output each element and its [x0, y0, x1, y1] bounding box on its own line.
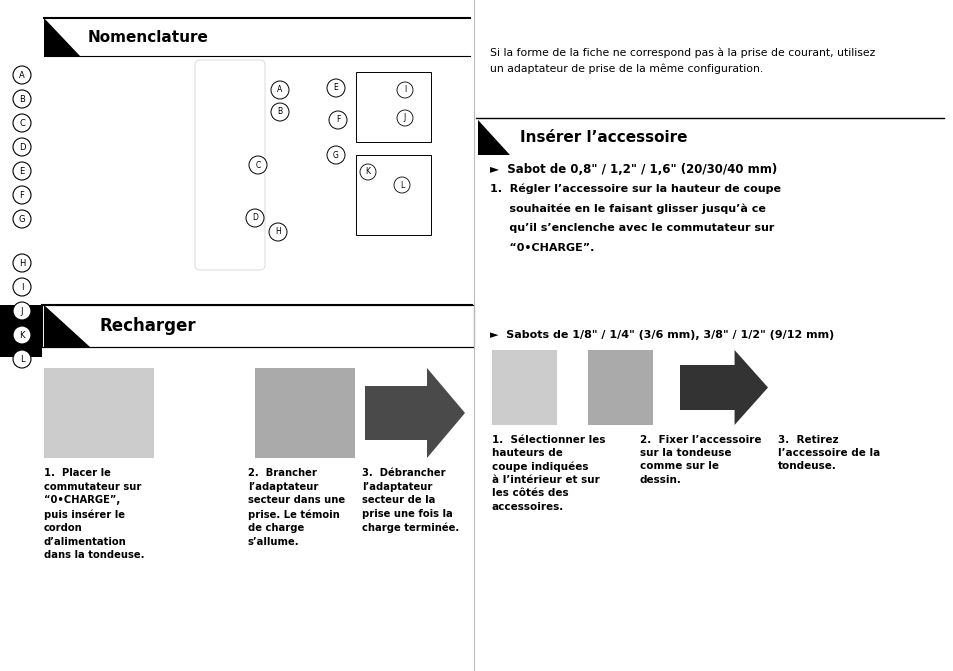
Text: I: I	[403, 85, 406, 95]
Text: E: E	[19, 166, 25, 176]
FancyBboxPatch shape	[492, 350, 557, 425]
Text: Insérer l’accessoire: Insérer l’accessoire	[519, 130, 687, 145]
Text: D: D	[252, 213, 257, 223]
Polygon shape	[365, 368, 464, 458]
Text: A: A	[19, 70, 25, 79]
Text: Si la forme de la fiche ne correspond pas à la prise de courant, utilisez: Si la forme de la fiche ne correspond pa…	[490, 48, 875, 58]
Text: 1.  Placer le
commutateur sur
“0•CHARGE”,
puis insérer le
cordon
d’alimentation
: 1. Placer le commutateur sur “0•CHARGE”,…	[44, 468, 144, 560]
Circle shape	[13, 66, 30, 84]
FancyBboxPatch shape	[42, 305, 474, 347]
Text: J: J	[403, 113, 406, 123]
Circle shape	[327, 79, 345, 97]
Text: A: A	[277, 85, 282, 95]
Text: K: K	[19, 331, 25, 340]
Polygon shape	[44, 305, 90, 347]
Text: B: B	[277, 107, 282, 117]
Text: ►  Sabots de 1/8" / 1/4" (3/6 mm), 3/8" / 1/2" (9/12 mm): ► Sabots de 1/8" / 1/4" (3/6 mm), 3/8" /…	[490, 330, 833, 340]
Circle shape	[396, 82, 413, 98]
Circle shape	[246, 209, 264, 227]
Circle shape	[13, 162, 30, 180]
Text: H: H	[19, 258, 25, 268]
Circle shape	[13, 278, 30, 296]
Text: B: B	[19, 95, 25, 103]
FancyBboxPatch shape	[44, 368, 153, 458]
FancyBboxPatch shape	[194, 60, 265, 270]
Text: 1.  Sélectionner les
hauteurs de
coupe indiquées
à l’intérieur et sur
les côtés : 1. Sélectionner les hauteurs de coupe in…	[492, 435, 605, 512]
Text: K: K	[365, 168, 370, 176]
Text: H: H	[274, 227, 280, 236]
Text: ►  Sabot de 0,8" / 1,2" / 1,6" (20/30/40 mm): ► Sabot de 0,8" / 1,2" / 1,6" (20/30/40 …	[490, 163, 777, 176]
Text: Recharger: Recharger	[100, 317, 196, 335]
Text: 3.  Débrancher
l’adaptateur
secteur de la
prise une fois la
charge terminée.: 3. Débrancher l’adaptateur secteur de la…	[361, 468, 458, 533]
Circle shape	[13, 326, 30, 344]
Circle shape	[13, 254, 30, 272]
FancyBboxPatch shape	[254, 368, 355, 458]
Circle shape	[249, 156, 267, 174]
Circle shape	[13, 302, 30, 320]
Text: C: C	[19, 119, 25, 127]
Circle shape	[13, 114, 30, 132]
Text: L: L	[20, 354, 24, 364]
Circle shape	[13, 90, 30, 108]
Text: qu’il s’enclenche avec le commutateur sur: qu’il s’enclenche avec le commutateur su…	[490, 223, 774, 233]
Text: souhaitée en le faisant glisser jusqu’à ce: souhaitée en le faisant glisser jusqu’à …	[490, 203, 765, 213]
Text: 3.  Retirez
l’accessoire de la
tondeuse.: 3. Retirez l’accessoire de la tondeuse.	[778, 435, 880, 472]
Polygon shape	[679, 350, 767, 425]
Polygon shape	[477, 120, 510, 155]
FancyBboxPatch shape	[0, 305, 42, 357]
FancyBboxPatch shape	[355, 155, 431, 235]
Circle shape	[329, 111, 347, 129]
Circle shape	[13, 138, 30, 156]
Circle shape	[13, 350, 30, 368]
Text: G: G	[19, 215, 25, 223]
Text: C: C	[255, 160, 260, 170]
Circle shape	[359, 164, 375, 180]
Circle shape	[269, 223, 287, 241]
Text: L: L	[399, 180, 404, 189]
FancyBboxPatch shape	[355, 72, 431, 142]
Polygon shape	[44, 18, 80, 56]
Text: “0•CHARGE”.: “0•CHARGE”.	[490, 243, 594, 253]
Text: 2.  Fixer l’accessoire
sur la tondeuse
comme sur le
dessin.: 2. Fixer l’accessoire sur la tondeuse co…	[639, 435, 760, 484]
Text: E: E	[334, 83, 338, 93]
Text: un adaptateur de prise de la même configuration.: un adaptateur de prise de la même config…	[490, 64, 762, 74]
Text: Nomenclature: Nomenclature	[88, 30, 209, 46]
FancyBboxPatch shape	[587, 350, 652, 425]
Circle shape	[271, 81, 289, 99]
Circle shape	[396, 110, 413, 126]
Circle shape	[13, 210, 30, 228]
Text: 2.  Brancher
l’adaptateur
secteur dans une
prise. Le témoin
de charge
s’allume.: 2. Brancher l’adaptateur secteur dans un…	[248, 468, 345, 547]
Text: J: J	[21, 307, 23, 315]
Text: 1.  Régler l’accessoire sur la hauteur de coupe: 1. Régler l’accessoire sur la hauteur de…	[490, 183, 781, 193]
Text: I: I	[21, 282, 23, 291]
Text: F: F	[20, 191, 25, 199]
Text: G: G	[333, 150, 338, 160]
Text: D: D	[19, 142, 25, 152]
Circle shape	[327, 146, 345, 164]
Circle shape	[394, 177, 410, 193]
Circle shape	[271, 103, 289, 121]
Text: F: F	[335, 115, 340, 125]
Circle shape	[13, 186, 30, 204]
